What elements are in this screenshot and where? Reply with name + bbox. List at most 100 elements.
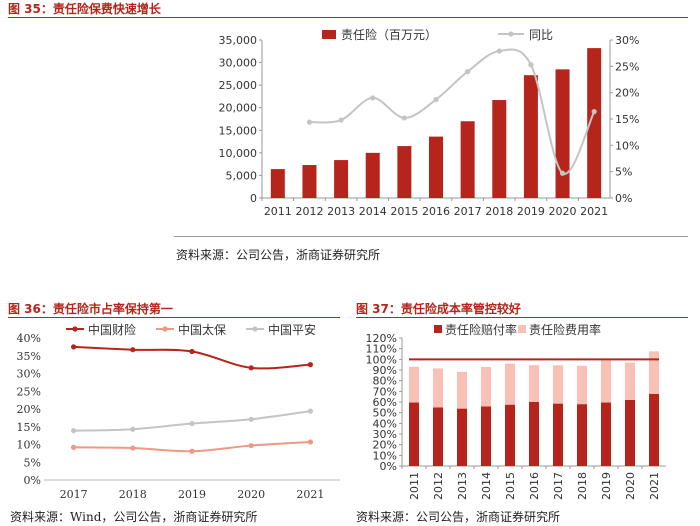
fig37-xtick-label: 2020 bbox=[624, 472, 637, 500]
fig36-title: 图 36：责任险市占率保持第一 bbox=[8, 302, 173, 316]
fig35-ytick-label: 20,000 bbox=[219, 102, 258, 115]
fig37-legend-swatch bbox=[434, 325, 442, 333]
fig36-ytick-label: 35% bbox=[17, 350, 41, 363]
fig37-claims-bar bbox=[409, 402, 419, 466]
fig37-claims-bar bbox=[649, 394, 659, 466]
fig37-xtick-label: 2018 bbox=[576, 472, 589, 500]
fig36-ytick-label: 5% bbox=[24, 456, 41, 469]
fig37-legend-label: 责任险赔付率 bbox=[445, 322, 517, 337]
fig36-title-rule bbox=[8, 317, 340, 318]
fig36-series-point bbox=[71, 344, 77, 350]
fig36-legend-marker bbox=[252, 326, 258, 332]
fig35-yoy-point bbox=[496, 48, 502, 54]
fig37-xtick-label: 2013 bbox=[456, 472, 469, 500]
fig35-bottom-rule bbox=[174, 236, 688, 237]
fig37-ytick-label: 40% bbox=[373, 417, 397, 430]
fig36-legend-label: 中国财险 bbox=[88, 322, 136, 337]
fig37-xtick-label: 2021 bbox=[648, 472, 661, 500]
fig37-xtick-label: 2016 bbox=[528, 472, 541, 500]
fig37-claims-bar bbox=[457, 408, 467, 466]
fig35-y2tick-label: 5% bbox=[615, 166, 632, 179]
fig35-legend-bar-label: 责任险（百万元） bbox=[341, 27, 437, 42]
fig35-legend-bar-swatch bbox=[322, 30, 336, 39]
fig35-yoy-point bbox=[401, 115, 407, 121]
fig35-legend-line-label: 同比 bbox=[529, 28, 553, 42]
fig35-xtick-label: 2012 bbox=[295, 205, 323, 218]
fig37-source: 资料来源：公司公告，浙商证券研究所 bbox=[356, 510, 561, 524]
fig37-xtick-label: 2011 bbox=[408, 472, 421, 500]
fig37-claims-bar bbox=[577, 404, 587, 466]
fig35-ytick-label: 0 bbox=[250, 192, 257, 205]
fig35-bar bbox=[492, 100, 507, 198]
fig36-series-point bbox=[307, 439, 313, 445]
fig36-series-point bbox=[130, 347, 136, 353]
fig36-series-point bbox=[189, 420, 195, 427]
fig37-expense-bar bbox=[625, 362, 635, 400]
fig36-ytick-label: 20% bbox=[17, 403, 41, 416]
fig37-expense-bar bbox=[601, 360, 611, 403]
fig37-xtick-label: 2014 bbox=[480, 472, 493, 500]
fig37-ytick-label: 100% bbox=[366, 353, 397, 366]
fig37-expense-bar bbox=[433, 368, 443, 408]
fig37-expense-bar bbox=[481, 367, 491, 407]
fig35-xtick-label: 2019 bbox=[517, 205, 545, 218]
fig37-ytick-label: 30% bbox=[373, 428, 397, 441]
fig35-bar bbox=[460, 121, 475, 198]
fig37-ytick-label: 50% bbox=[373, 407, 397, 420]
fig36-ytick-label: 30% bbox=[17, 368, 41, 381]
fig36-series-point bbox=[248, 442, 254, 449]
fig37-xtick-label: 2017 bbox=[552, 472, 565, 500]
fig36-legend-label: 中国太保 bbox=[178, 322, 226, 337]
fig36-series-point bbox=[248, 365, 254, 371]
fig35-xtick-label: 2013 bbox=[327, 205, 355, 218]
fig35-yoy-point bbox=[528, 62, 534, 68]
fig35-title: 图 35：责任险保费快速增长 bbox=[8, 2, 161, 16]
fig35-title-rule bbox=[8, 17, 688, 18]
fig37-xtick-label: 2012 bbox=[432, 472, 445, 500]
fig37-expense-bar bbox=[649, 351, 659, 394]
fig37-expense-bar bbox=[553, 365, 563, 404]
fig37-title-rule bbox=[356, 317, 688, 318]
fig37-ytick-label: 20% bbox=[373, 439, 397, 452]
fig35-yoy-point bbox=[465, 69, 471, 75]
fig37-ytick-label: 10% bbox=[373, 449, 397, 462]
fig36-xtick-label: 2018 bbox=[119, 488, 147, 501]
fig35-source: 资料来源：公司公告，浙商证券研究所 bbox=[176, 248, 381, 262]
fig35-yoy-point bbox=[338, 117, 344, 123]
fig35-bar bbox=[587, 48, 602, 198]
fig35-y2tick-label: 15% bbox=[615, 113, 639, 126]
fig35-y2tick-label: 20% bbox=[615, 87, 639, 100]
fig35-ytick-label: 25,000 bbox=[219, 79, 258, 92]
fig35-xtick-label: 2015 bbox=[390, 205, 418, 218]
fig36-xtick-label: 2017 bbox=[60, 488, 88, 501]
fig37-ytick-label: 70% bbox=[373, 385, 397, 398]
fig35-y2tick-label: 30% bbox=[615, 34, 639, 47]
fig35-xtick-label: 2017 bbox=[454, 205, 482, 218]
fig37-expense-bar bbox=[409, 366, 419, 403]
fig35-xtick-label: 2021 bbox=[580, 205, 608, 218]
fig35-xtick-label: 2011 bbox=[264, 205, 292, 218]
fig36-ytick-label: 25% bbox=[17, 385, 41, 398]
fig35-ytick-label: 30,000 bbox=[219, 57, 258, 70]
fig37-claims-bar bbox=[529, 402, 539, 466]
fig36-series-point bbox=[130, 426, 136, 432]
fig35-yoy-point bbox=[559, 170, 566, 176]
fig35-bar bbox=[270, 169, 285, 198]
fig37-ytick-label: 90% bbox=[373, 364, 397, 377]
fig35-xtick-label: 2016 bbox=[422, 205, 450, 218]
fig37-claims-bar bbox=[601, 402, 611, 466]
fig37-claims-bar bbox=[625, 399, 635, 466]
fig37-ytick-label: 80% bbox=[373, 375, 397, 388]
fig36-ytick-label: 15% bbox=[17, 421, 41, 434]
fig37-expense-bar bbox=[505, 363, 515, 405]
fig37-expense-bar bbox=[457, 371, 467, 409]
fig37-xtick-label: 2015 bbox=[504, 472, 517, 500]
fig35-ytick-label: 10,000 bbox=[219, 147, 258, 160]
fig36-ytick-label: 10% bbox=[17, 439, 41, 452]
fig35-xtick-label: 2014 bbox=[359, 205, 387, 218]
fig35-bar bbox=[302, 165, 317, 198]
fig35-ytick-label: 15,000 bbox=[219, 124, 258, 137]
fig36-series-point bbox=[189, 348, 195, 355]
